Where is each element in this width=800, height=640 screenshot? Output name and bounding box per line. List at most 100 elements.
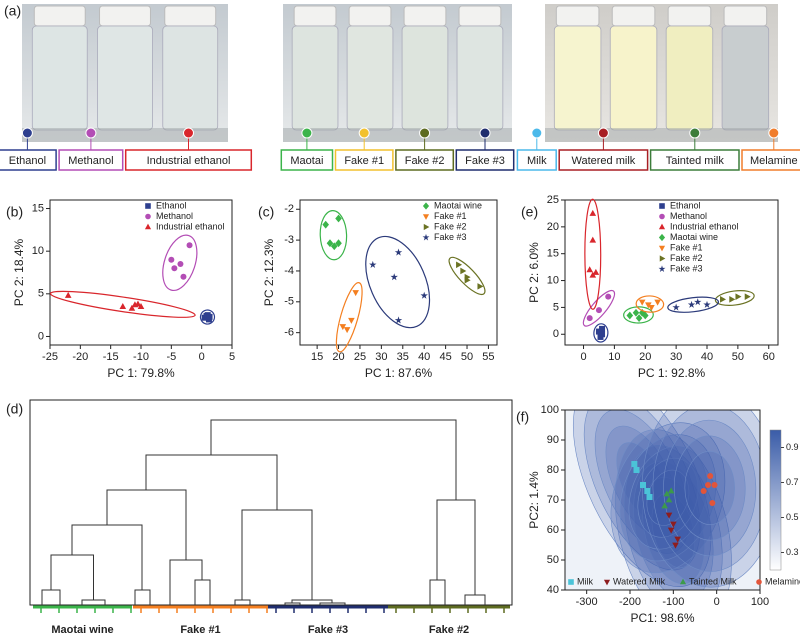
legend-label: Methanol (156, 211, 193, 221)
point (694, 298, 702, 306)
point (645, 302, 652, 309)
point (177, 260, 184, 267)
label-dot (597, 127, 609, 139)
legend-label: Watered Milk (613, 576, 666, 586)
point (128, 304, 136, 311)
y-axis-title: PC2: 1.4% (527, 471, 541, 529)
point (460, 267, 467, 275)
y-tick-label: 40 (547, 584, 559, 596)
panel-letter: (c) (258, 204, 274, 220)
cluster-ellipse (584, 198, 602, 310)
point (394, 248, 403, 256)
x-axis-title: PC 1: 92.8% (638, 366, 706, 380)
x-tick-label: 50 (461, 351, 473, 363)
x-tick-label: 0 (199, 351, 205, 363)
label-text: Melamine (750, 155, 798, 167)
label-box (124, 149, 253, 171)
point (735, 293, 742, 300)
label-box (395, 149, 455, 171)
dendrogram-link (429, 579, 446, 605)
group-label: Fake #3 (308, 624, 348, 636)
label-box (0, 149, 57, 171)
point (626, 311, 634, 320)
label-text: Methanol (68, 155, 113, 167)
x-tick-label: -20 (72, 351, 88, 363)
legend-marker (658, 245, 666, 252)
contour (642, 477, 705, 585)
photo-shelf (283, 128, 512, 142)
cluster-ellipse (667, 296, 720, 313)
legend-label: Ethanol (156, 200, 187, 210)
point (586, 315, 593, 322)
point (599, 325, 606, 332)
vial (456, 25, 504, 131)
point (369, 260, 377, 268)
label-dot (419, 127, 431, 139)
dendrogram-link (71, 524, 143, 590)
point (646, 494, 653, 500)
dendrogram-link (241, 509, 313, 600)
point (348, 317, 355, 324)
legend-marker (422, 214, 430, 220)
legend-label: Milk (577, 576, 593, 586)
legend-label: Maotai wine (670, 232, 718, 242)
point (595, 307, 602, 314)
dendrogram-link (81, 599, 106, 605)
point (64, 291, 72, 298)
x-tick-label: 60 (763, 351, 775, 363)
point (339, 324, 347, 331)
vial-cap (348, 5, 392, 27)
y-tick-label: -6 (284, 327, 294, 339)
label-box (516, 149, 557, 171)
label-dot (301, 127, 313, 139)
point (171, 265, 178, 272)
x-axis-title: PC 1: 87.6% (365, 366, 433, 380)
vial-cap (555, 5, 600, 27)
dendrogram-link (41, 589, 61, 605)
legend-label: Fake #3 (670, 263, 703, 273)
y-tick-label: -5 (284, 296, 294, 308)
label-dot (479, 127, 491, 139)
point (705, 482, 711, 488)
point (720, 296, 727, 303)
label-dot (183, 127, 194, 139)
label-dot (21, 127, 33, 139)
legend-marker (658, 233, 666, 242)
y-tick-label: 0 (38, 330, 44, 342)
vial (346, 25, 394, 131)
legend-label: Methanol (670, 211, 707, 221)
label-text: Maotai (290, 155, 323, 167)
point (420, 291, 428, 299)
plot-area (300, 200, 497, 345)
label-dot (689, 127, 701, 139)
legend-label: Industrial ethanol (670, 221, 739, 231)
vial-cap (723, 5, 768, 27)
point (709, 500, 716, 506)
cluster-ellipse (335, 282, 363, 353)
panel-letter: (e) (521, 204, 538, 220)
point (672, 303, 680, 311)
y-tick-label: 100 (541, 404, 559, 416)
cluster-ellipse (593, 323, 609, 343)
point (633, 467, 640, 473)
point (644, 488, 651, 494)
point (638, 299, 646, 306)
legend-label: Ethanol (670, 200, 701, 210)
legend-marker (145, 203, 151, 209)
label-box (649, 149, 740, 171)
cluster-ellipse (448, 256, 486, 296)
point (654, 299, 661, 306)
point (667, 527, 675, 534)
point (595, 328, 602, 335)
x-tick-label: -5 (166, 351, 176, 363)
y-tick-label: -3 (284, 234, 294, 246)
point (335, 214, 342, 223)
point (180, 273, 187, 280)
plot-frame (29, 399, 513, 606)
legend-label: Fake #2 (670, 253, 703, 263)
point (703, 300, 711, 308)
vial (97, 25, 153, 131)
y-tick-label: 50 (547, 554, 559, 566)
contour-layer (572, 410, 760, 590)
dendrogram-link (134, 589, 151, 605)
